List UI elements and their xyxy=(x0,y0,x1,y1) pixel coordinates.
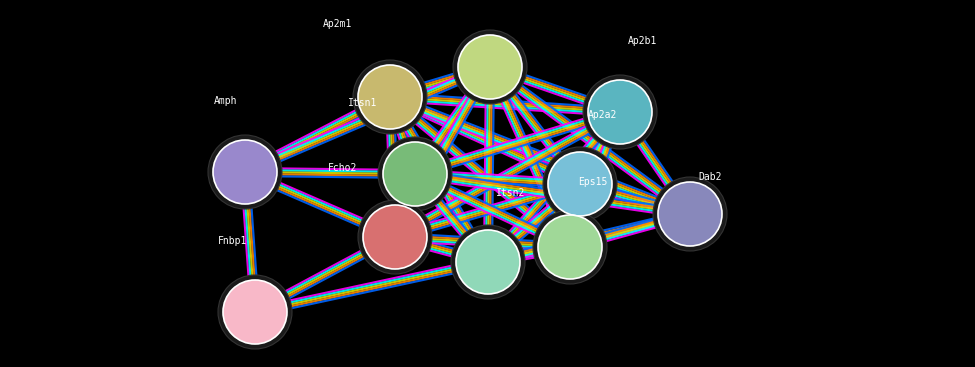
Ellipse shape xyxy=(451,225,525,299)
Ellipse shape xyxy=(533,210,607,284)
Ellipse shape xyxy=(358,65,422,129)
Text: Amph: Amph xyxy=(214,96,237,106)
Ellipse shape xyxy=(453,30,527,104)
Ellipse shape xyxy=(538,215,602,279)
Ellipse shape xyxy=(458,35,522,99)
Text: Ap2b1: Ap2b1 xyxy=(628,36,657,46)
Ellipse shape xyxy=(218,275,292,349)
Text: Ap2m1: Ap2m1 xyxy=(323,19,352,29)
Text: Itsn1: Itsn1 xyxy=(348,98,377,108)
Text: Ap2a2: Ap2a2 xyxy=(588,110,617,120)
Ellipse shape xyxy=(213,140,277,204)
Text: Itsn2: Itsn2 xyxy=(496,188,526,198)
Text: Dab2: Dab2 xyxy=(698,172,722,182)
Ellipse shape xyxy=(353,60,427,134)
Ellipse shape xyxy=(358,200,432,274)
Ellipse shape xyxy=(208,135,282,209)
Text: Fcho2: Fcho2 xyxy=(328,163,357,173)
Ellipse shape xyxy=(548,152,612,216)
Ellipse shape xyxy=(588,80,652,144)
Text: Eps15: Eps15 xyxy=(578,177,607,187)
Ellipse shape xyxy=(378,137,452,211)
Ellipse shape xyxy=(363,205,427,269)
Ellipse shape xyxy=(383,142,447,206)
Ellipse shape xyxy=(543,147,617,221)
Ellipse shape xyxy=(223,280,287,344)
Text: Fnbp1: Fnbp1 xyxy=(217,236,247,246)
Ellipse shape xyxy=(583,75,657,149)
Ellipse shape xyxy=(456,230,520,294)
Ellipse shape xyxy=(658,182,722,246)
Ellipse shape xyxy=(653,177,727,251)
